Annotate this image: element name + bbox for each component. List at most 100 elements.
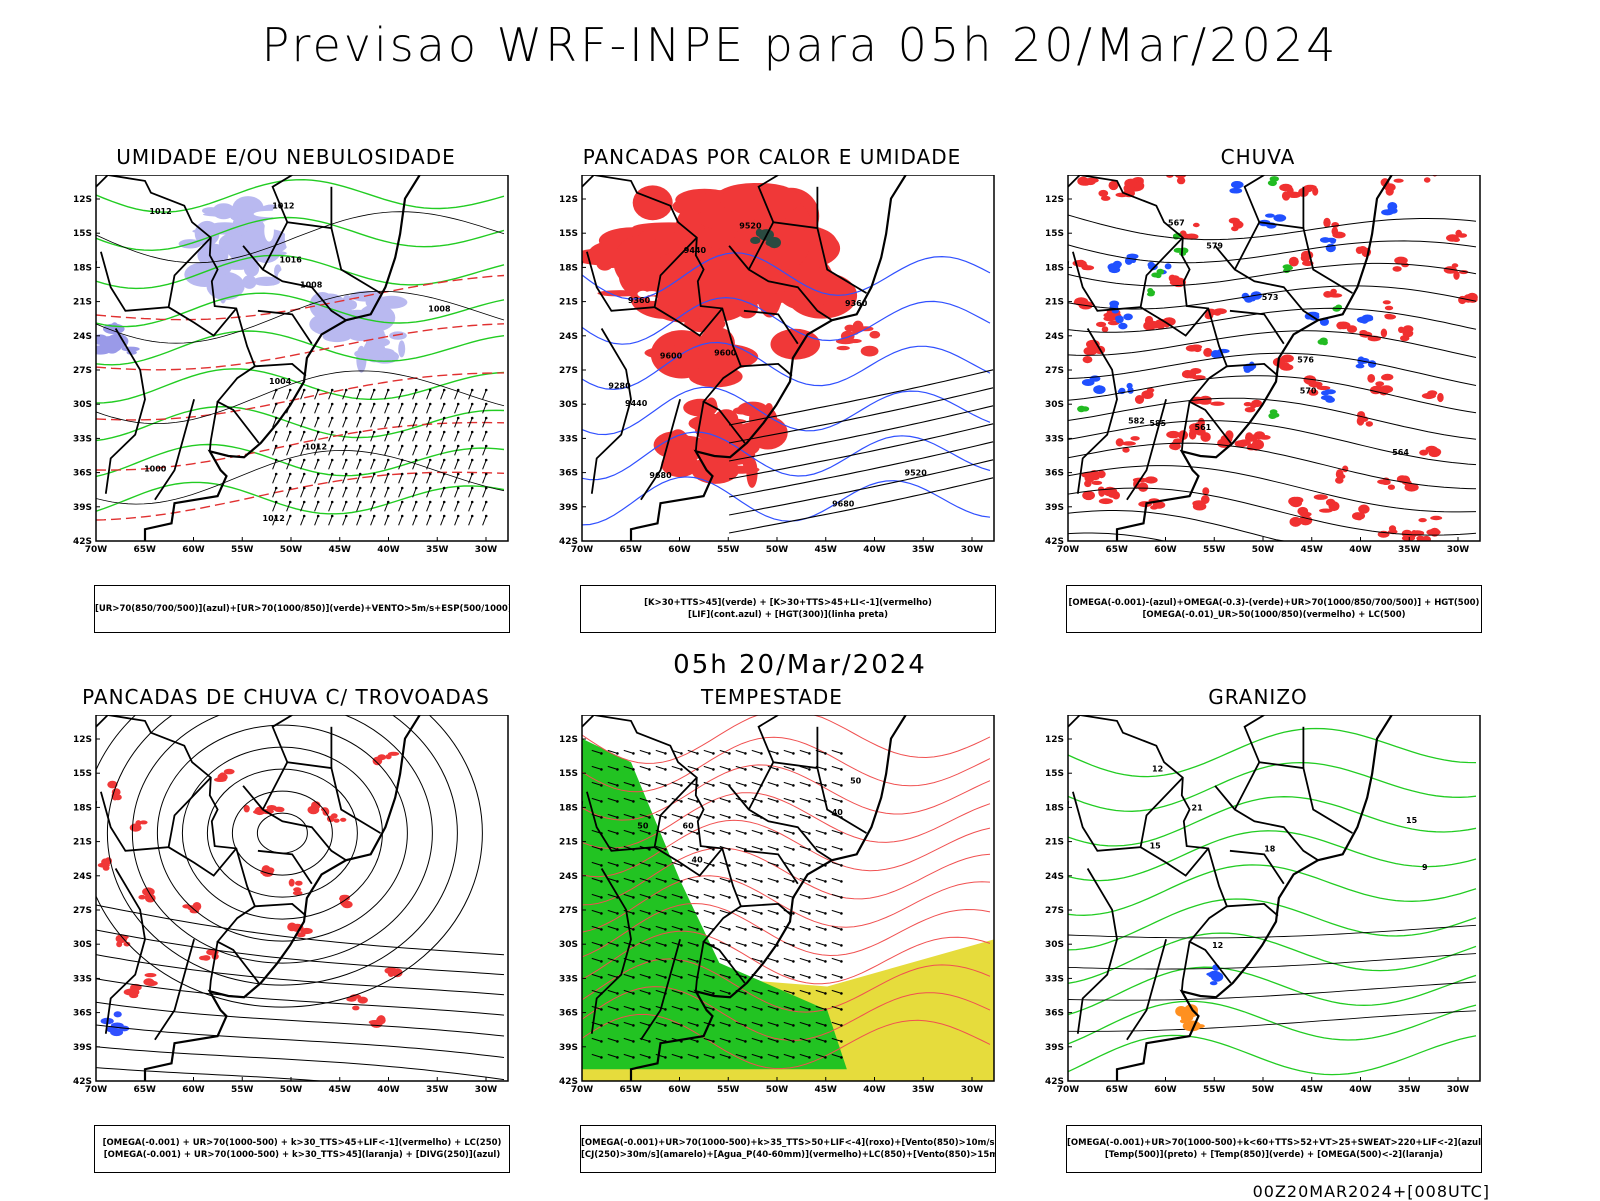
lon-tick-label: 70W <box>85 1085 108 1095</box>
weather-map: 211815121512912S15S18S21S24S27S30S33S36S… <box>1028 715 1488 1115</box>
lat-tick-label: 27S <box>1045 906 1064 916</box>
lon-tick-label: 70W <box>1057 545 1080 555</box>
lat-tick-label: 27S <box>73 906 92 916</box>
legend-line: [OMEGA(-0.001)-(azul)+OMEGA(-0.3)-(verde… <box>1067 597 1481 609</box>
lon-tick-label: 40W <box>1349 545 1372 555</box>
lon-tick-label: 45W <box>815 1085 838 1095</box>
lon-tick-label: 70W <box>571 545 594 555</box>
lon-tick-label: 30W <box>475 545 498 555</box>
panel-legend: [OMEGA(-0.001) + UR>70(1000-500) + k>30_… <box>94 1125 510 1173</box>
contour-label: 9600 <box>660 352 683 361</box>
contour-label: 576 <box>1297 355 1314 364</box>
panel-legend: [K>30+TTS>45](verde) + [K>30+TTS>45+LI<-… <box>580 585 996 633</box>
legend-line: [K>30+TTS>45](verde) + [K>30+TTS>45+LI<-… <box>581 597 995 609</box>
contour-label: 9680 <box>832 499 855 508</box>
lat-tick-label: 33S <box>73 434 92 444</box>
contour-label: 1012 <box>149 207 171 216</box>
contour-label: 1012 <box>263 514 285 523</box>
lat-tick-label: 24S <box>73 872 92 882</box>
lat-tick-label: 12S <box>559 735 578 745</box>
legend-line: [Temp(500)](preto) + [Temp(850)](verde) … <box>1067 1149 1481 1161</box>
lat-tick-label: 18S <box>1045 803 1064 813</box>
contour-label: 1012 <box>272 202 294 211</box>
lon-tick-label: 45W <box>1301 545 1324 555</box>
lat-tick-label: 15S <box>559 769 578 779</box>
lat-tick-label: 36S <box>1045 469 1064 479</box>
lon-tick-label: 60W <box>1154 545 1177 555</box>
lat-tick-label: 36S <box>1045 1009 1064 1019</box>
lat-tick-label: 15S <box>73 229 92 239</box>
panel-legend: [OMEGA(-0.001)-(azul)+OMEGA(-0.3)-(verde… <box>1066 585 1482 633</box>
lat-tick-label: 15S <box>1045 769 1064 779</box>
contour-label: 12 <box>1212 941 1223 950</box>
lon-tick-label: 35W <box>912 545 935 555</box>
contour-label: 9280 <box>608 382 631 391</box>
contour-label: 561 <box>1195 423 1212 432</box>
contour-label: 9360 <box>845 299 868 308</box>
contour-label: 9440 <box>625 399 648 408</box>
lat-tick-label: 33S <box>1045 434 1064 444</box>
legend-line: [OMEGA(-0.01)_UR>50(1000/850)(vermelho) … <box>1067 609 1481 621</box>
lat-tick-label: 24S <box>559 332 578 342</box>
lat-tick-label: 27S <box>73 366 92 376</box>
lat-tick-label: 30S <box>73 940 92 950</box>
legend-line: [OMEGA(-0.001) + UR>70(1000-500) + k>30_… <box>95 1149 509 1161</box>
panel-title: CHUVA <box>1028 145 1488 169</box>
contour-label: 567 <box>1168 218 1185 227</box>
lat-tick-label: 15S <box>559 229 578 239</box>
lon-tick-label: 65W <box>1106 545 1129 555</box>
contour-label: 564 <box>1392 448 1409 457</box>
main-title: Previsao WRF-INPE para 05h 20/Mar/2024 <box>0 18 1600 72</box>
panel-title: GRANIZO <box>1028 685 1488 709</box>
lon-tick-label: 70W <box>571 1085 594 1095</box>
lon-tick-label: 65W <box>620 545 643 555</box>
lon-tick-label: 40W <box>377 545 400 555</box>
panel-title: PANCADAS DE CHUVA C/ TROVOADAS <box>56 685 516 709</box>
lon-tick-label: 55W <box>1203 1085 1226 1095</box>
lon-tick-label: 40W <box>1349 1085 1372 1095</box>
lat-tick-label: 12S <box>73 735 92 745</box>
contour-label: 1000 <box>144 465 167 474</box>
panel-title: TEMPESTADE <box>542 685 1002 709</box>
panel-title: UMIDADE E/OU NEBULOSIDADE <box>56 145 516 169</box>
lon-tick-label: 30W <box>961 545 984 555</box>
contour-label: 40 <box>692 856 704 865</box>
lat-tick-label: 18S <box>1045 263 1064 273</box>
lat-tick-label: 36S <box>559 1009 578 1019</box>
lat-tick-label: 39S <box>73 1043 92 1053</box>
lon-tick-label: 40W <box>863 545 886 555</box>
weather-map: 9680960095209440936092809680960095209440… <box>542 175 1002 575</box>
lat-tick-label: 21S <box>73 838 92 848</box>
lon-tick-label: 30W <box>1447 545 1470 555</box>
lat-tick-label: 39S <box>1045 503 1064 513</box>
legend-line: [OMEGA(-0.001)+UR>70(1000-500)+k>35_TTS>… <box>581 1137 995 1149</box>
lat-tick-label: 12S <box>1045 195 1064 205</box>
contour-label: 15 <box>1150 842 1162 851</box>
lat-tick-label: 36S <box>73 1009 92 1019</box>
lon-tick-label: 35W <box>1398 545 1421 555</box>
contour-label: 579 <box>1206 242 1223 251</box>
contour-label: 1008 <box>428 305 451 314</box>
panel-umidade: UMIDADE E/OU NEBULOSIDADE 1012 1008 1012 101… <box>56 145 516 615</box>
lat-tick-label: 33S <box>559 974 578 984</box>
lat-tick-label: 12S <box>73 195 92 205</box>
lat-tick-label: 12S <box>1045 735 1064 745</box>
contour-label: 570 <box>1300 387 1317 396</box>
contour-label: 40 <box>832 808 844 817</box>
lon-tick-label: 60W <box>182 1085 205 1095</box>
lat-tick-label: 33S <box>1045 974 1064 984</box>
lat-tick-label: 30S <box>559 400 578 410</box>
contour-label: 585 <box>1149 419 1166 428</box>
lon-tick-label: 35W <box>912 1085 935 1095</box>
lon-tick-label: 55W <box>717 1085 740 1095</box>
contour-label: 9440 <box>684 246 707 255</box>
lon-tick-label: 50W <box>1252 1085 1275 1095</box>
legend-line: [OMEGA(-0.001) + UR>70(1000-500) + k>30_… <box>95 1137 509 1149</box>
lon-tick-label: 50W <box>280 1085 303 1095</box>
lat-tick-label: 24S <box>1045 872 1064 882</box>
lon-tick-label: 60W <box>668 545 691 555</box>
lat-tick-label: 30S <box>1045 940 1064 950</box>
